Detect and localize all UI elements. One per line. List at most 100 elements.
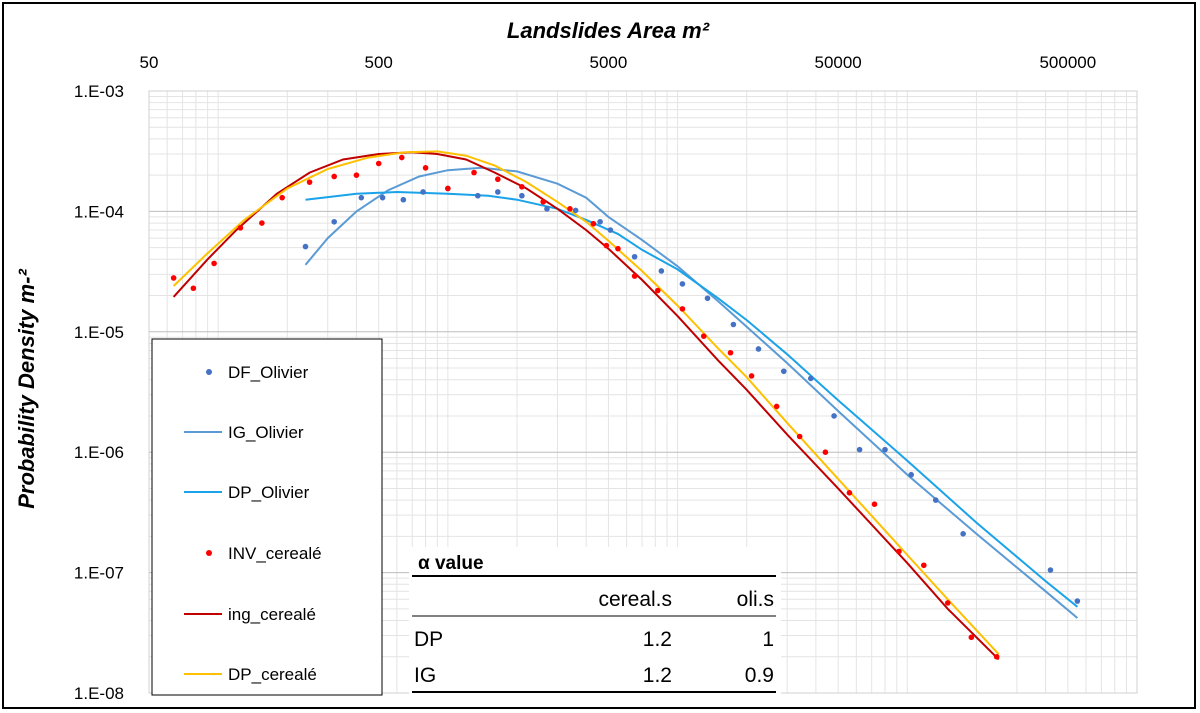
data-point-df_olivier [658,268,665,274]
y-tick-label: 1.E-08 [74,684,124,703]
legend-swatch [206,369,212,375]
x-tick-label: 50 [140,53,159,72]
data-point-inv_cerealé [279,194,285,201]
legend-label: ing_cerealé [228,605,316,624]
data-point-inv_cerealé [445,185,451,192]
data-point-inv_cerealé [306,179,313,185]
data-point-inv_cerealé [679,306,686,312]
data-point-df_olivier [475,192,481,199]
table-cell-dp-oli: 1 [762,628,774,651]
chart-svg: 50 500 5000 50000 500000 1.E-031.E-041.E-051… [14,18,1138,703]
series-line-ing_cerealé [172,151,1000,661]
data-point-df_olivier [302,243,309,250]
data-point-df_olivier [856,446,863,453]
data-point-df_olivier [400,196,407,203]
x-tick-label: 500 [365,53,393,72]
data-point-inv_cerealé [331,173,337,180]
data-point-df_olivier [331,218,337,225]
data-point-inv_cerealé [398,154,405,161]
data-point-inv_cerealé [727,349,734,356]
data-point-inv_cerealé [567,206,573,212]
data-point-inv_cerealé [654,287,661,294]
data-point-inv_cerealé [822,449,829,456]
data-point-df_olivier [544,206,550,212]
y-tick-label: 1.E-04 [74,202,124,221]
data-point-inv_cerealé [631,273,638,279]
x-tick-label: 500000 [1039,53,1096,72]
legend-box [151,338,383,696]
data-point-df_olivier [420,189,426,195]
data-point-inv_cerealé [375,160,382,167]
legend-label: DP_Olivier [228,483,310,502]
data-point-df_olivier [358,194,365,201]
legend-label: DF_Olivier [228,363,309,382]
data-point-df_olivier [704,295,711,302]
data-point-df_olivier [519,192,525,199]
data-point-df_olivier [379,194,386,201]
data-point-inv_cerealé [871,501,878,507]
data-point-df_olivier [631,253,638,260]
y-tick-labels: 1.E-03 1.E-04 1.E-05 1.E-06 1.E-07 1.E-08 [74,82,124,703]
data-point-df_olivier [780,368,787,375]
data-point-inv_cerealé [944,600,951,606]
series-layer [170,150,1081,661]
series-line-dp_cerealé [172,150,1000,655]
data-point-df_olivier [1074,598,1081,604]
table-cell-dp-cereal: 1.2 [643,628,672,651]
data-point-df_olivier [495,189,501,195]
alpha-table: α value cereal.s oli.s DP 1.2 1 IG 1.2 0… [409,547,781,695]
data-point-df_olivier [882,446,888,453]
data-point-df_olivier [932,497,939,503]
y-tick-label: 1.E-07 [74,564,124,583]
table-title: α value [418,553,484,574]
data-point-inv_cerealé [700,333,707,339]
data-point-inv_cerealé [170,275,177,281]
data-point-df_olivier [908,471,915,478]
data-point-inv_cerealé [773,403,780,410]
data-point-df_olivier [755,346,762,352]
x-tick-label: 50000 [814,53,861,72]
table-row-label-dp: DP [414,628,443,651]
legend-label: INV_cerealé [228,544,322,563]
data-point-df_olivier [730,321,737,328]
data-point-inv_cerealé [190,285,197,292]
data-point-inv_cerealé [519,184,525,190]
data-point-inv_cerealé [920,562,927,569]
data-point-df_olivier [607,227,614,233]
y-tick-label: 1.E-03 [74,82,124,101]
data-point-df_olivier [1047,567,1054,573]
table-header-cereal: cereal.s [598,588,672,611]
data-point-inv_cerealé [422,165,429,171]
data-point-inv_cerealé [495,176,501,183]
data-point-inv_cerealé [968,634,975,641]
data-point-inv_cerealé [237,225,244,231]
x-axis-title: Landslides Area m² [507,18,710,43]
data-point-df_olivier [597,218,603,225]
data-point-inv_cerealé [615,245,621,252]
table-background [409,547,781,695]
data-point-inv_cerealé [846,490,853,496]
legend: DF_Olivier IG_Olivier DP_Olivier INV_cereal… [151,338,383,696]
table-cell-ig-cereal: 1.2 [643,664,672,687]
data-point-inv_cerealé [590,220,597,227]
data-point-inv_cerealé [211,260,217,267]
data-point-df_olivier [572,207,579,214]
series-line-dp_olivier [305,190,1079,608]
data-point-inv_cerealé [993,653,1000,660]
legend-label: DP_cerealé [228,665,317,684]
legend-swatch [206,550,212,556]
data-point-inv_cerealé [259,220,265,226]
data-point-inv_cerealé [796,433,803,440]
data-point-inv_cerealé [353,172,360,178]
data-point-inv_cerealé [748,373,755,379]
x-tick-label: 5000 [590,53,628,72]
y-tick-label: 1.E-06 [74,443,124,462]
table-row-label-ig: IG [414,664,436,687]
data-point-df_olivier [679,281,686,287]
y-tick-label: 1.E-05 [74,323,124,342]
x-tick-labels: 50 500 5000 50000 500000 [140,53,1097,72]
data-point-df_olivier [831,413,837,419]
table-header-oli: oli.s [737,588,774,611]
legend-label: IG_Olivier [228,423,304,442]
